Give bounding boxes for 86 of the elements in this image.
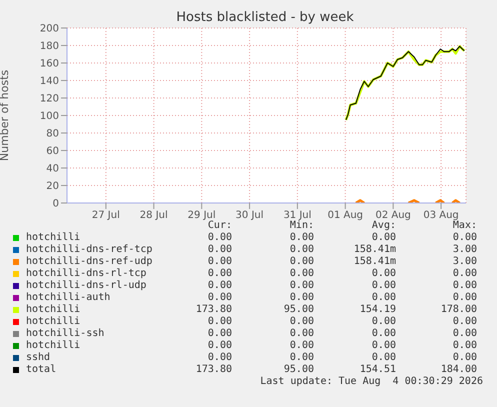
legend-label: hotchilli bbox=[26, 232, 80, 243]
text: 0.00 bbox=[452, 352, 477, 363]
y-tick-label: 20 bbox=[46, 181, 59, 192]
x-tick-label: 29 Jul bbox=[188, 210, 216, 222]
text: 154.19 bbox=[360, 304, 396, 315]
text: Min: bbox=[290, 220, 314, 231]
text: 0.00 bbox=[290, 232, 314, 243]
y-axis-title: Number of hosts bbox=[0, 70, 11, 162]
text: 173.80 bbox=[196, 364, 232, 375]
text: 0.00 bbox=[372, 328, 396, 339]
legend-label: hotchilli-dns-rl-udp bbox=[26, 280, 146, 291]
legend-label: hotchilli-dns-rl-tcp bbox=[26, 268, 146, 279]
text: 95.00 bbox=[284, 364, 314, 375]
legend-label: total bbox=[26, 364, 56, 375]
legend-label: hotchilli bbox=[26, 340, 80, 351]
text: 0.00 bbox=[372, 316, 396, 327]
text: 0.00 bbox=[372, 268, 396, 279]
y-tick-label: 140 bbox=[40, 76, 59, 88]
text: 0.00 bbox=[208, 232, 232, 243]
legend-label: hotchilli-auth bbox=[26, 292, 110, 303]
text: 0.00 bbox=[452, 340, 477, 351]
legend-label: hotchilli-dns-ref-udp bbox=[26, 256, 152, 267]
y-tick-label: 200 bbox=[40, 24, 59, 35]
legend-label: hotchilli bbox=[26, 316, 80, 327]
x-tick-label: 31 Jul bbox=[283, 210, 312, 222]
y-tick-label: 60 bbox=[46, 146, 59, 158]
text: 0.00 bbox=[452, 328, 477, 339]
text: 0.00 bbox=[208, 244, 232, 255]
y-tick-label: 160 bbox=[40, 58, 59, 70]
text: 0.00 bbox=[208, 352, 232, 363]
text: 0.00 bbox=[290, 316, 314, 327]
text: Last update: Tue Aug 4 00:30:29 2026 bbox=[260, 376, 483, 387]
text: 154.51 bbox=[360, 364, 396, 375]
text: 184.00 bbox=[440, 364, 477, 375]
y-tick-label: 0 bbox=[52, 198, 59, 210]
x-tick-label: 27 Jul bbox=[92, 210, 120, 222]
x-tick-label: 03 Aug bbox=[423, 210, 459, 222]
text: Avg: bbox=[372, 220, 396, 231]
legend-label: sshd bbox=[26, 352, 50, 363]
y-tick-label: 100 bbox=[40, 111, 59, 122]
text: 0.00 bbox=[290, 244, 314, 255]
legend-label: hotchilli-dns-ref-tcp bbox=[26, 244, 152, 255]
text: 0.00 bbox=[452, 232, 477, 243]
text: 0.00 bbox=[372, 232, 396, 243]
text: 3.00 bbox=[452, 244, 477, 255]
text: 95.00 bbox=[284, 304, 314, 315]
text: 0.00 bbox=[290, 280, 314, 291]
x-tick-label: 01 Aug bbox=[328, 210, 364, 222]
y-tick-label: 180 bbox=[40, 41, 59, 52]
text: 158.41m bbox=[354, 244, 396, 255]
y-tick-label: 40 bbox=[46, 164, 59, 175]
text: 173.80 bbox=[196, 304, 232, 315]
text: 0.00 bbox=[372, 352, 396, 363]
text: 0.00 bbox=[290, 256, 314, 267]
text: 0.00 bbox=[372, 292, 396, 303]
text: 0.00 bbox=[372, 280, 396, 291]
y-tick-label: 80 bbox=[46, 128, 59, 140]
text: 158.41m bbox=[354, 256, 396, 267]
legend-label: hotchilli bbox=[26, 304, 80, 315]
text: 0.00 bbox=[290, 292, 314, 303]
text: 0.00 bbox=[452, 280, 477, 291]
text: 0.00 bbox=[208, 280, 232, 291]
chart-title: Hosts blacklisted - by week bbox=[175, 10, 355, 25]
text: 0.00 bbox=[452, 292, 477, 303]
text: 3.00 bbox=[452, 256, 477, 267]
text: Max: bbox=[452, 220, 477, 231]
text: 0.00 bbox=[290, 268, 314, 279]
text: 0.00 bbox=[290, 340, 314, 351]
x-tick-label: 28 Jul bbox=[140, 210, 168, 222]
text: 0.00 bbox=[290, 328, 314, 339]
x-tick-label: 30 Jul bbox=[236, 210, 264, 222]
text: 178.00 bbox=[440, 304, 477, 315]
text: 0.00 bbox=[208, 268, 232, 279]
text: 0.00 bbox=[208, 316, 232, 327]
text: 0.00 bbox=[372, 340, 396, 351]
text: 0.00 bbox=[452, 316, 477, 327]
text: 0.00 bbox=[452, 268, 477, 279]
text: 0.00 bbox=[290, 352, 314, 363]
text: 0.00 bbox=[208, 328, 232, 339]
y-tick-label: 120 bbox=[40, 94, 59, 105]
text: 0.00 bbox=[208, 256, 232, 267]
text: 0.00 bbox=[208, 292, 232, 303]
x-tick-label: 02 Aug bbox=[375, 210, 411, 222]
text: Cur: bbox=[208, 220, 232, 231]
legend-label: hotchilli-ssh bbox=[26, 328, 104, 339]
text: 0.00 bbox=[208, 340, 232, 351]
